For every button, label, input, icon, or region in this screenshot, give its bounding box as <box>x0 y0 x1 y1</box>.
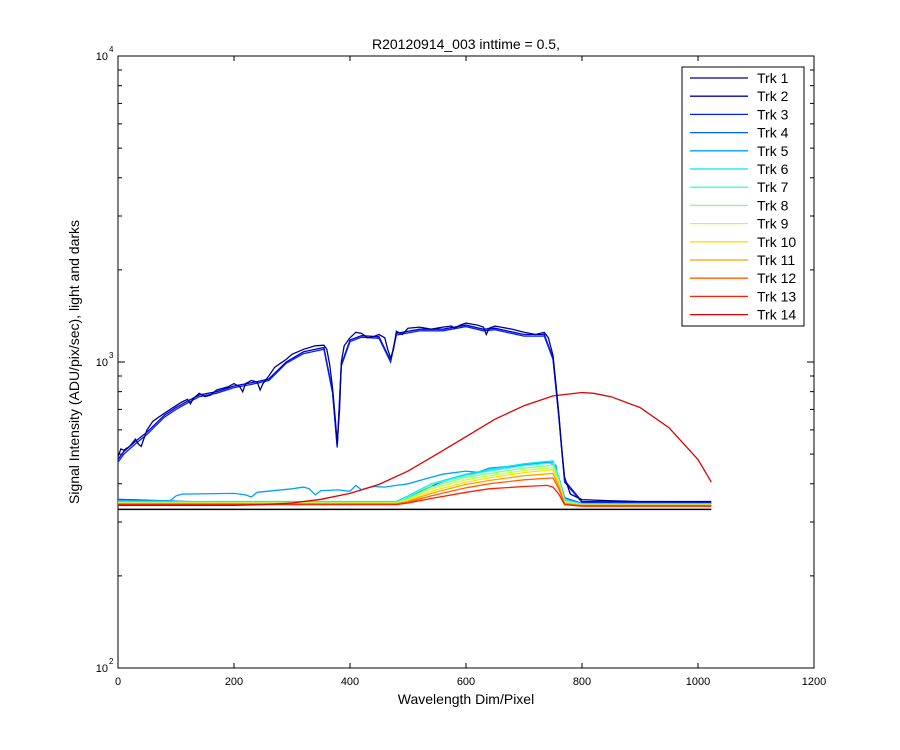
y-tick-label: 10 <box>96 357 108 369</box>
x-tick-label: 400 <box>341 676 359 688</box>
legend-label: Trk 14 <box>757 307 796 323</box>
y-tick-exponent: 4 <box>109 45 114 54</box>
legend-label: Trk 3 <box>757 106 789 122</box>
chart-title: R20120914_003 inttime = 0.5, <box>372 36 560 52</box>
series-line-trk-1 <box>117 322 712 503</box>
series-line-trk-13 <box>118 484 712 507</box>
legend-label: Trk 4 <box>757 125 789 141</box>
series-line-trk-11 <box>118 472 712 507</box>
series-line-trk-14 <box>118 391 712 507</box>
legend: Trk 1 Trk 2 Trk 3 Trk 4 Trk 5 Trk 6 Trk 7 Trk 8… <box>681 66 805 327</box>
y-tick-exponent: 3 <box>109 351 114 360</box>
series-line-trk-8 <box>118 464 712 506</box>
legend-label: Trk 9 <box>757 216 789 232</box>
series-line-trk-6 <box>118 460 712 505</box>
legend-label: Trk 11 <box>757 252 795 268</box>
legend-label: Trk 2 <box>757 88 789 104</box>
x-tick-label: 600 <box>457 676 475 688</box>
x-axis-label: Wavelength Dim/Pixel <box>398 691 534 707</box>
legend-label: Trk 12 <box>757 270 796 286</box>
legend-label: Trk 1 <box>757 70 789 86</box>
legend-label: Trk 7 <box>757 179 789 195</box>
x-tick-label: 0 <box>115 676 121 688</box>
x-tick-label: 200 <box>225 676 243 688</box>
y-axis-label: Signal Intensity (ADU/pix/sec), light an… <box>66 220 82 504</box>
legend-label: Trk 10 <box>757 234 796 250</box>
x-tick-label: 1200 <box>802 676 826 688</box>
x-tick-label: 1000 <box>686 676 710 688</box>
legend-label: Trk 13 <box>757 288 796 304</box>
y-tick-label: 10 <box>96 663 108 675</box>
legend-box <box>681 66 805 327</box>
legend-label: Trk 5 <box>757 143 789 159</box>
legend-label: Trk 6 <box>757 161 789 177</box>
series-group <box>117 322 712 511</box>
legend-label: Trk 8 <box>757 197 789 213</box>
y-tick-exponent: 2 <box>109 657 114 666</box>
x-tick-label: 800 <box>573 676 591 688</box>
y-tick-label: 10 <box>96 51 108 63</box>
